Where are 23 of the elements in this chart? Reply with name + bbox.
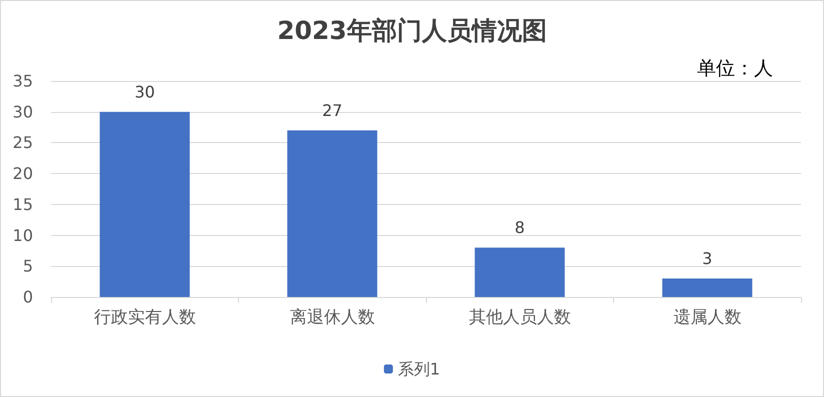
x-tick-label: 行政实有人数 <box>94 308 196 328</box>
bar <box>474 248 565 297</box>
y-tick-label: 30 <box>12 102 33 122</box>
chart-title: 2023年部门人员情况图 <box>277 16 547 45</box>
y-tick-label: 0 <box>22 288 33 306</box>
x-tick-label: 离退休人数 <box>290 308 375 328</box>
legend-label: 系列1 <box>398 360 440 378</box>
y-tick-label: 25 <box>12 133 33 152</box>
x-tick-label: 其他人员人数 <box>468 308 571 328</box>
bar <box>662 278 752 297</box>
data-label: 30 <box>134 82 155 102</box>
y-tick-label: 10 <box>12 226 33 245</box>
y-tick-label: 15 <box>12 194 33 214</box>
y-tick-label: 5 <box>22 256 33 276</box>
bar <box>100 112 190 297</box>
bar <box>287 130 378 297</box>
data-label: 8 <box>514 218 525 238</box>
text: 单位：人 <box>697 58 773 80</box>
x-tick-label: 遗属人数 <box>673 308 742 328</box>
y-tick-label: 35 <box>12 72 33 90</box>
data-label: 27 <box>322 100 342 120</box>
y-tick-label: 20 <box>12 164 33 184</box>
data-label: 3 <box>702 248 712 268</box>
